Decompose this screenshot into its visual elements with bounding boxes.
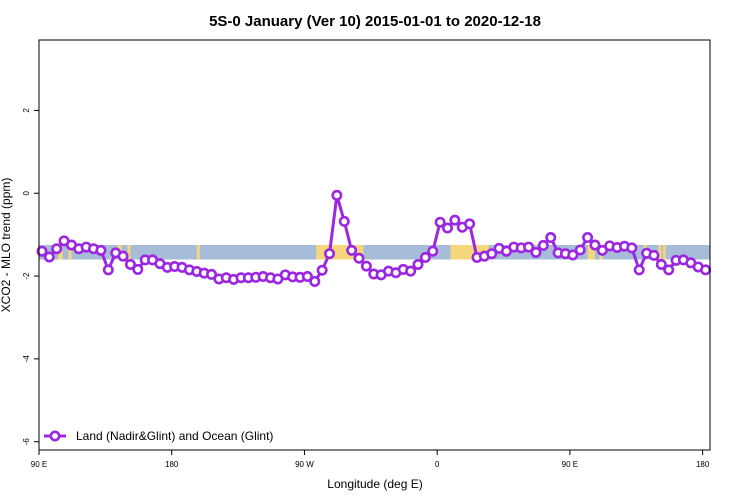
legend-marker-swatch: [49, 430, 61, 442]
data-point: [338, 215, 350, 227]
data-point: [663, 264, 675, 276]
data-point: [95, 244, 107, 256]
data-point: [419, 251, 431, 263]
legend-label: Land (Nadir&Glint) and Ocean (Glint): [76, 429, 273, 443]
data-point: [567, 249, 579, 261]
data-point: [449, 214, 461, 226]
data-point: [655, 258, 667, 270]
data-point: [589, 239, 601, 251]
data-point: [464, 218, 476, 230]
x-tick-label: 180: [696, 460, 710, 469]
x-tick-label: 90 W: [295, 460, 314, 469]
data-point: [309, 275, 321, 287]
data-point: [360, 260, 372, 272]
data-point: [434, 216, 446, 228]
plot-frame: [38, 39, 711, 451]
data-point: [206, 268, 218, 280]
x-tick-label: 180: [165, 460, 179, 469]
x-axis: 90 E 180 90 W 0 90 E 180: [31, 450, 710, 469]
y-tick-label: 2: [22, 108, 31, 113]
data-point: [633, 264, 645, 276]
data-point: [301, 270, 313, 282]
data-point: [582, 232, 594, 244]
y-axis: 2 0 -2 -4 -6: [22, 108, 39, 446]
data-point: [51, 243, 63, 255]
y-tick-label: -6: [22, 438, 31, 446]
legend: Land (Nadir&Glint) and Ocean (Glint): [44, 429, 273, 443]
data-point: [102, 264, 114, 276]
land-segment: [68, 245, 72, 260]
data-point: [405, 265, 417, 277]
data-point: [117, 250, 129, 262]
land-segment: [196, 245, 200, 260]
data-point: [700, 264, 712, 276]
data-point: [36, 245, 48, 257]
data-point: [346, 244, 358, 256]
land-segment: [658, 245, 662, 260]
y-axis-label: XCO2 - MLO trend (ppm): [0, 178, 13, 313]
data-point: [324, 248, 336, 260]
x-tick-label: 0: [435, 460, 440, 469]
land-segment: [662, 245, 666, 260]
data-point: [648, 249, 660, 261]
data-point: [412, 258, 424, 270]
data-point: [523, 241, 535, 253]
data-point: [545, 232, 557, 244]
data-point: [596, 244, 608, 256]
data-point: [43, 251, 55, 263]
x-tick-label: 90 E: [562, 460, 578, 469]
data-point: [353, 252, 365, 264]
x-axis-label: Longitude (deg E): [327, 477, 422, 491]
chart-title: 5S-0 January (Ver 10) 2015-01-01 to 2020…: [209, 13, 541, 30]
data-point: [132, 263, 144, 275]
data-point: [124, 258, 136, 270]
land-segment: [127, 245, 131, 260]
series-layer: [36, 189, 712, 287]
data-point: [331, 189, 343, 201]
y-tick-label: -4: [22, 355, 31, 363]
data-point: [574, 244, 586, 256]
land-segment: [587, 245, 594, 260]
x-tick-label: 90 E: [31, 460, 47, 469]
data-point: [316, 264, 328, 276]
data-point: [537, 239, 549, 251]
y-tick-label: 0: [22, 190, 31, 195]
data-point: [486, 248, 498, 260]
land-segment: [592, 245, 595, 260]
data-point: [626, 242, 638, 254]
data-point: [530, 246, 542, 258]
data-point: [427, 245, 439, 257]
y-tick-label: -2: [22, 272, 31, 280]
data-point: [441, 222, 453, 234]
